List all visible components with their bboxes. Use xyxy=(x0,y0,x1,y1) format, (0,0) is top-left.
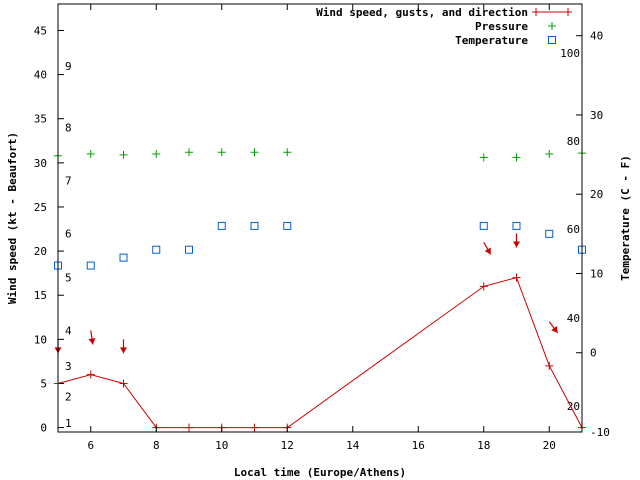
y-left-tick-label: 20 xyxy=(34,245,47,258)
pressure-point xyxy=(152,150,161,159)
pressure-point xyxy=(119,150,128,159)
series-pressure xyxy=(54,148,586,162)
fahrenheit-label: 80 xyxy=(567,135,580,148)
temperature-point xyxy=(545,229,554,238)
pressure-point xyxy=(217,148,226,157)
wind-point xyxy=(119,379,128,388)
wind-point xyxy=(250,423,259,432)
fahrenheit-labels: 20 40 60 80 100 xyxy=(560,47,580,413)
y-left-tick-label: 0 xyxy=(40,422,47,435)
y-left-tick-label: 25 xyxy=(34,201,47,214)
legend-label-wind: Wind speed, gusts, and direction xyxy=(316,6,528,19)
legend-sample-temperature xyxy=(548,36,556,44)
x-tick-label: 16 xyxy=(412,439,425,452)
fahrenheit-label: 60 xyxy=(567,223,580,236)
legend-sample-pressure xyxy=(548,22,556,30)
y-left-tick-label: 15 xyxy=(34,289,47,302)
wind-line xyxy=(57,276,583,429)
x-tick-label: 18 xyxy=(477,439,490,452)
series-wind xyxy=(54,273,586,432)
x-tick-label: 20 xyxy=(543,439,556,452)
beaufort-label: 2 xyxy=(65,391,72,404)
pressure-point xyxy=(86,150,95,159)
y-left-tick-label: 5 xyxy=(40,377,47,390)
fahrenheit-label: 20 xyxy=(567,400,580,413)
wind-arrow xyxy=(513,233,520,248)
wind-arrow-head xyxy=(88,338,96,345)
pressure-point xyxy=(479,153,488,162)
temperature-point xyxy=(119,253,128,262)
temperature-point xyxy=(479,221,488,230)
temperature-point xyxy=(217,221,226,230)
x-tick-label: 14 xyxy=(346,439,360,452)
legend-sample-wind-point xyxy=(532,8,540,16)
series-layer xyxy=(54,148,586,432)
wind-arrow-head xyxy=(484,247,491,255)
legend: Wind speed, gusts, and direction Pressur… xyxy=(316,6,572,47)
pressure-point xyxy=(283,148,292,157)
series-temperature xyxy=(54,221,586,270)
temperature-point xyxy=(152,245,161,254)
wind-point xyxy=(479,282,488,291)
y-right-tick-label: 40 xyxy=(590,30,603,43)
temperature-point xyxy=(250,221,259,230)
y-right-tick-label: 20 xyxy=(590,188,603,201)
wind-direction-arrows xyxy=(54,233,559,354)
pressure-point xyxy=(545,150,554,159)
wind-arrow-head xyxy=(120,347,127,354)
wind-point xyxy=(512,273,521,282)
y-right-tick-label: -10 xyxy=(590,426,610,439)
y-left-tick-label: 10 xyxy=(34,333,47,346)
y-right-tick-label: 0 xyxy=(590,347,597,360)
beaufort-label: 7 xyxy=(65,174,72,187)
beaufort-label: 6 xyxy=(65,227,72,240)
pressure-point xyxy=(250,148,259,157)
y-left-tick-label: 30 xyxy=(34,157,47,170)
plot-frame xyxy=(57,3,583,433)
temperature-point xyxy=(86,261,95,270)
beaufort-label: 1 xyxy=(65,417,72,430)
wind-point xyxy=(185,423,193,432)
wind-arrow xyxy=(88,330,96,345)
y-left-tick-label: 35 xyxy=(34,113,47,126)
wind-point xyxy=(86,370,95,379)
y-axis-left-label: Wind speed (kt - Beaufort) xyxy=(6,132,19,304)
wind-arrow-head xyxy=(513,241,520,248)
pressure-point xyxy=(185,148,193,157)
y-left-tick-label: 45 xyxy=(34,24,47,37)
fahrenheit-label: 40 xyxy=(567,312,580,325)
wind-arrow xyxy=(548,321,559,334)
legend-label-pressure: Pressure xyxy=(475,20,528,33)
fahrenheit-label: 100 xyxy=(560,47,580,60)
pressure-point xyxy=(512,153,521,162)
beaufort-label: 8 xyxy=(65,122,72,135)
axis-ticks: 6 8 10 12 14 16 18 20051015202530354045-1001020… xyxy=(34,4,610,452)
wind-point xyxy=(545,361,554,370)
wind-arrow xyxy=(483,241,492,255)
wind-arrow xyxy=(120,339,127,354)
beaufort-label: 3 xyxy=(65,360,72,373)
y-right-tick-label: 30 xyxy=(590,109,603,122)
x-axis-label: Local time (Europe/Athens) xyxy=(234,466,406,479)
legend-label-temperature: Temperature xyxy=(455,34,528,47)
x-tick-label: 6 xyxy=(87,439,94,452)
temperature-point xyxy=(185,245,193,254)
beaufort-label: 9 xyxy=(65,60,72,73)
y-left-tick-label: 40 xyxy=(34,69,47,82)
temperature-point xyxy=(283,221,292,230)
x-tick-label: 12 xyxy=(281,439,294,452)
beaufort-label: 4 xyxy=(65,325,72,338)
beaufort-labels: 1 2 3 4 5 6 7 8 9 xyxy=(65,60,72,430)
x-tick-label: 8 xyxy=(153,439,160,452)
x-tick-label: 10 xyxy=(215,439,228,452)
temperature-point xyxy=(512,221,521,230)
legend-sample-wind-point xyxy=(564,8,572,16)
y-right-tick-label: 10 xyxy=(590,267,603,280)
y-axis-right-label: Temperature (C - F) xyxy=(619,155,632,281)
beaufort-label: 5 xyxy=(65,272,72,285)
wind-arrow-head xyxy=(551,325,558,333)
